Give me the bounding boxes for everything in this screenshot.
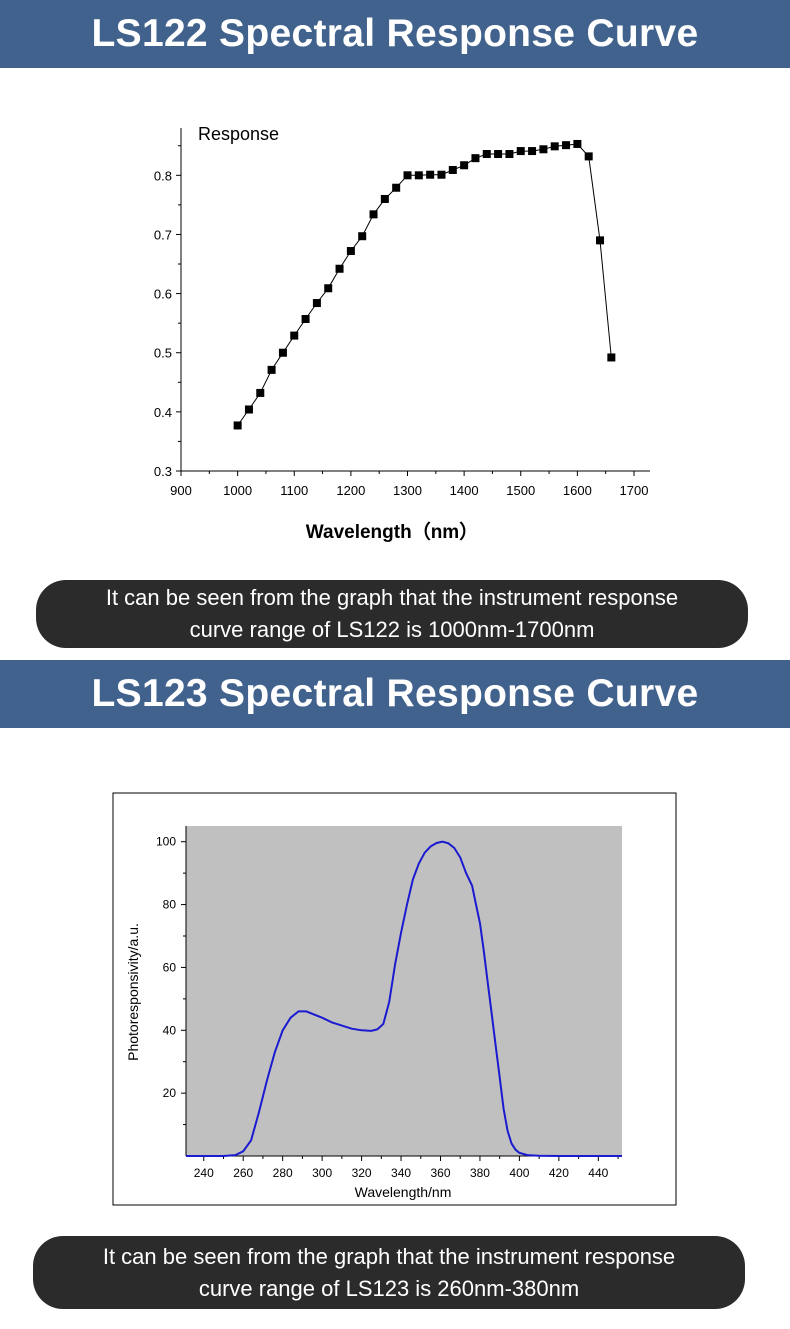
ls122-data-point <box>335 264 344 273</box>
ls123-plot-background <box>186 826 622 1156</box>
ls122-x-tick-label: 1200 <box>336 483 365 498</box>
ls122-data-point <box>448 165 457 174</box>
ls122-y-tick-label: 0.5 <box>154 346 172 361</box>
ls122-data-point <box>233 421 242 430</box>
ls122-data-point <box>358 232 367 241</box>
ls122-response-line <box>237 143 612 426</box>
ls123-x-tick-label: 440 <box>588 1166 608 1180</box>
ls122-data-point <box>380 194 389 203</box>
ls122-y-tick-label: 0.7 <box>154 227 172 242</box>
ls122-data-point <box>290 331 299 340</box>
ls123-x-tick-label: 380 <box>470 1166 490 1180</box>
ls122-caption: It can be seen from the graph that the i… <box>36 580 748 648</box>
ls123-caption-line2: curve range of LS123 is 260nm-380nm <box>198 1275 580 1301</box>
ls123-y-tick-label: 20 <box>163 1086 177 1100</box>
ls123-response-line <box>186 840 622 1157</box>
ls122-data-point <box>516 147 525 156</box>
ls123-x-tick-label: 280 <box>273 1166 293 1180</box>
ls122-caption-line2: curve range of LS122 is 1000nm-1700nm <box>189 617 595 642</box>
ls122-data-point <box>573 139 582 148</box>
ls122-data-point <box>324 284 333 293</box>
ls122-caption-line1: It can be seen from the graph that the i… <box>105 585 679 610</box>
ls122-data-point <box>607 353 616 362</box>
ls122-x-tick-label: 1500 <box>506 483 535 498</box>
ls122-data-point <box>528 147 537 156</box>
ls123-x-tick-label: 240 <box>194 1166 214 1180</box>
ls123-x-tick-label: 400 <box>509 1166 529 1180</box>
ls123-y-tick-label: 100 <box>156 835 176 849</box>
ls122-x-tick-label: 1300 <box>393 483 422 498</box>
ls122-data-point <box>403 171 412 180</box>
ls122-data-point <box>596 236 605 245</box>
section-title-ls123: LS123 Spectral Response Curve <box>0 660 790 728</box>
ls122-y-tick-label: 0.3 <box>154 464 172 479</box>
ls122-response-chart: 900 1000 1100 1200 1300 1400 1500 1600 1700 0.3 0.… <box>154 124 650 543</box>
ls123-y-tick-label: 40 <box>163 1023 177 1037</box>
ls123-caption: It can be seen from the graph that the i… <box>33 1236 745 1309</box>
ls122-data-point <box>278 348 287 357</box>
ls122-x-tick-label: 1700 <box>620 483 649 498</box>
ls122-x-tick-label: 1000 <box>223 483 252 498</box>
ls122-data-point <box>460 161 469 170</box>
ls122-x-tick-label: 1600 <box>563 483 592 498</box>
ls122-data-point <box>301 315 310 324</box>
ls122-y-tick-label: 0.6 <box>154 287 172 302</box>
ls123-x-axis-label: Wavelength/nm <box>355 1184 452 1200</box>
ls122-data-point <box>267 365 276 374</box>
ls123-y-axis-label: Photoresponsivity/a.u. <box>125 923 141 1061</box>
ls122-data-point <box>312 299 321 308</box>
ls122-data-point <box>437 170 446 179</box>
ls123-x-tick-label: 340 <box>391 1166 411 1180</box>
ls123-x-tick-label: 260 <box>233 1166 253 1180</box>
ls122-data-point <box>426 170 435 179</box>
ls122-data-point <box>505 150 514 159</box>
ls122-y-tick-label: 0.4 <box>154 405 172 420</box>
ls122-data-point <box>471 154 480 163</box>
ls122-data-point <box>369 210 378 219</box>
ls122-data-point <box>392 183 401 192</box>
ls122-y-tick-label: 0.8 <box>154 168 172 183</box>
ls123-y-tick-label: 80 <box>163 898 177 912</box>
ls122-x-tick-label: 1100 <box>280 483 308 498</box>
ls122-x-tick-label: 900 <box>170 483 192 498</box>
ls122-data-point <box>550 142 559 151</box>
ls122-data-point <box>539 145 548 154</box>
ls123-x-tick-label: 300 <box>312 1166 332 1180</box>
ls122-data-point <box>584 152 593 161</box>
ls122-data-point <box>414 171 423 180</box>
ls123-x-tick-label: 320 <box>352 1166 372 1180</box>
ls123-x-tick-label: 360 <box>430 1166 450 1180</box>
ls122-data-point <box>482 150 491 159</box>
ls122-x-axis-label: Wavelength（nm） <box>306 520 478 543</box>
ls122-data-point <box>244 405 253 414</box>
ls122-data-point <box>256 388 265 397</box>
ls123-caption-line1: It can be seen from the graph that the i… <box>102 1243 676 1269</box>
ls122-data-point <box>562 141 571 150</box>
section-title-ls122: LS122 Spectral Response Curve <box>0 0 790 68</box>
ls123-y-tick-label: 60 <box>163 960 177 974</box>
ls123-x-tick-label: 420 <box>549 1166 569 1180</box>
ls122-x-tick-label: 1400 <box>450 483 479 498</box>
ls122-data-point <box>494 150 503 159</box>
ls122-y-axis-label: Response <box>198 124 279 144</box>
ls122-data-point <box>346 247 355 256</box>
